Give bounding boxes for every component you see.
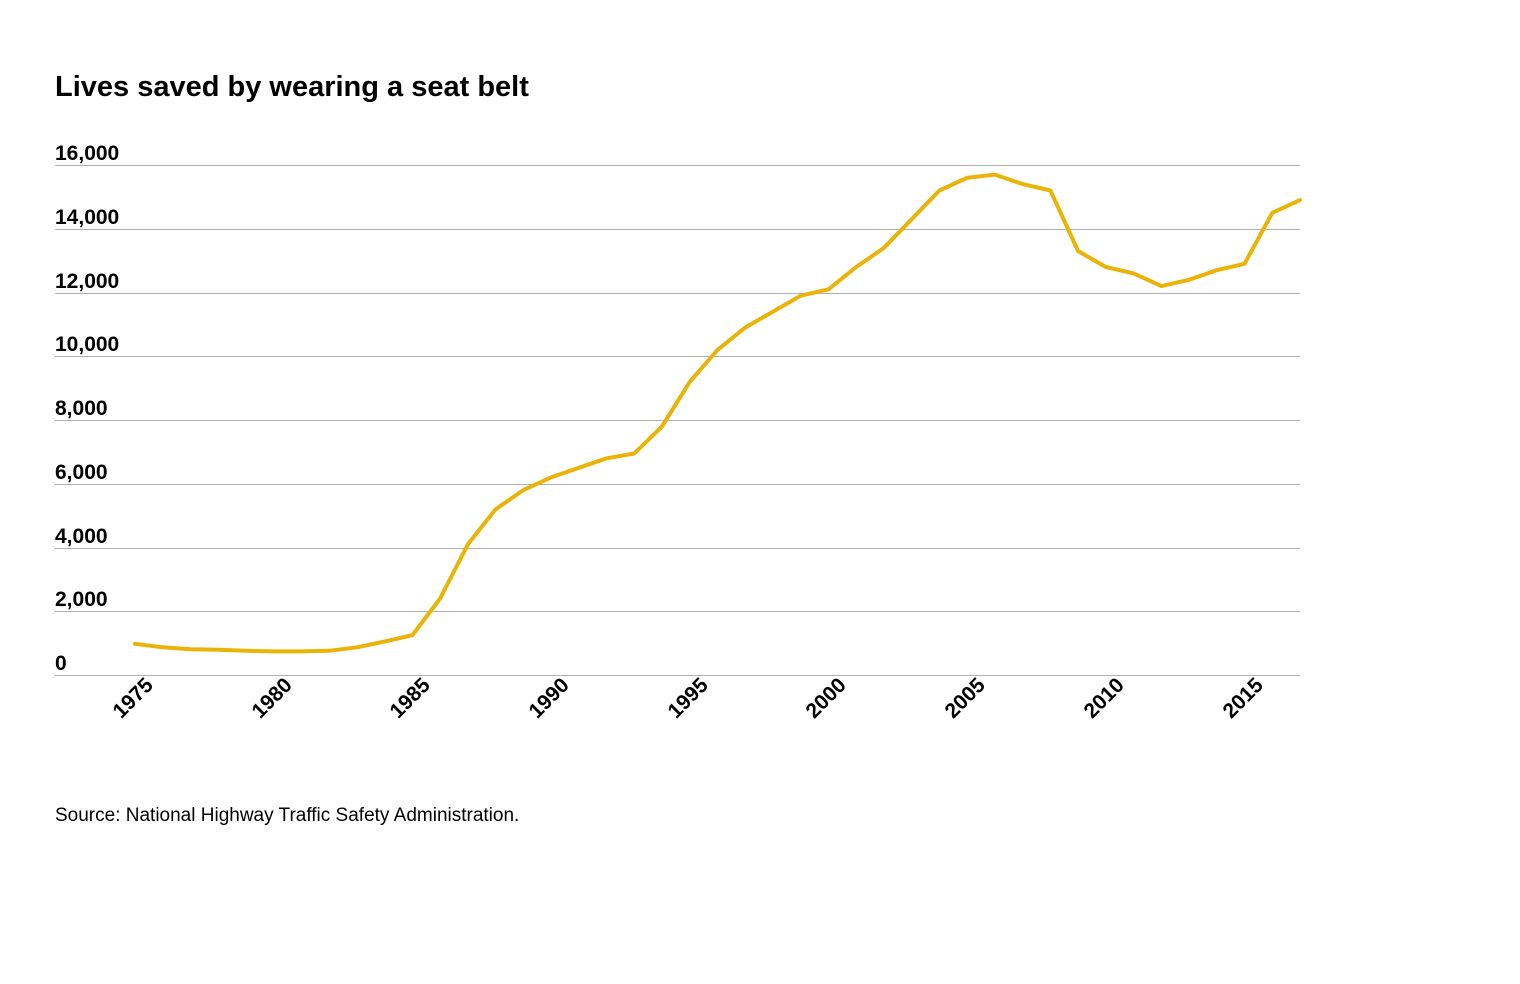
x-axis-label: 1990 [525, 674, 575, 724]
chart-title: Lives saved by wearing a seat belt [55, 71, 529, 104]
x-axis-label: 1980 [247, 674, 297, 724]
x-axis-label: 1995 [663, 674, 713, 724]
chart-source: Source: National Highway Traffic Safety … [55, 805, 519, 827]
x-axis-label: 1975 [109, 674, 159, 724]
x-axis-label: 2005 [941, 674, 991, 724]
y-axis-label: 16,000 [55, 142, 119, 166]
line-series [55, 165, 1300, 675]
chart-container: Lives saved by wearing a seat belt 02,00… [0, 0, 1520, 984]
x-axis-label: 2010 [1079, 674, 1129, 724]
x-axis-label: 1985 [386, 674, 436, 724]
chart-plot-area: 02,0004,0006,0008,00010,00012,00014,0001… [55, 165, 1300, 675]
x-axis-label: 2015 [1218, 674, 1268, 724]
x-axis-label: 2000 [802, 674, 852, 724]
